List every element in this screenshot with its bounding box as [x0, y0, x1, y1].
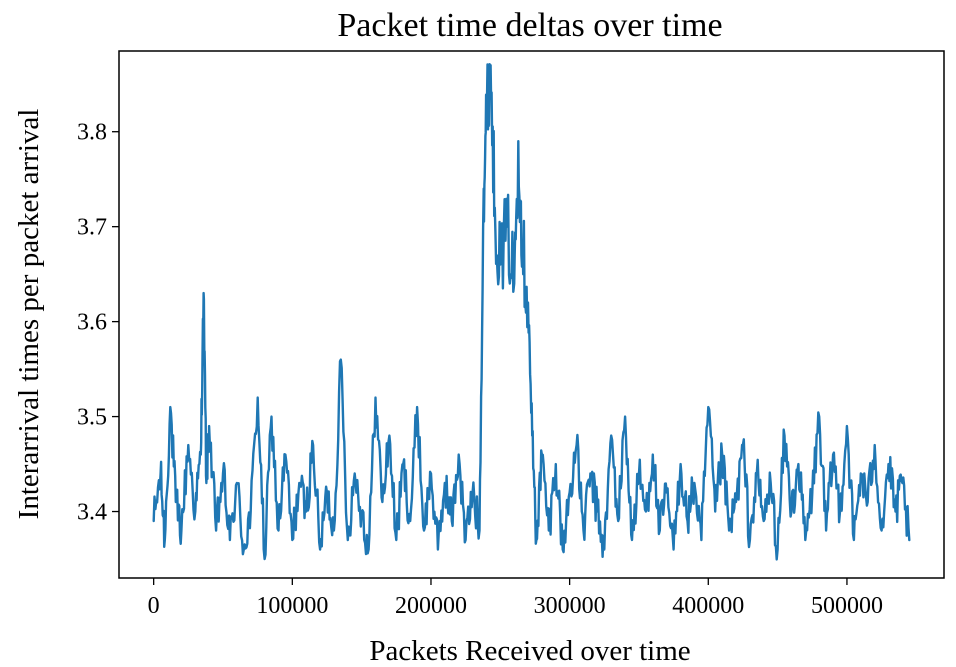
y-axis-label: Interarrival times per packet arrival [13, 109, 45, 520]
y-tick-label: 3.4 [77, 500, 107, 526]
x-tick-label: 0 [148, 593, 160, 619]
y-tick-label: 3.6 [77, 310, 107, 336]
series-line-interarrival [152, 62, 911, 561]
x-tick-label: 200000 [395, 593, 467, 619]
x-tick-label: 400000 [672, 593, 744, 619]
chart-title: Packet time deltas over time [337, 7, 722, 44]
x-tick-label: 100000 [256, 593, 328, 619]
x-axis: 0 100000 200000 300000 400000 500000 [148, 578, 883, 619]
y-tick-label: 3.7 [77, 215, 107, 241]
y-tick-label: 3.8 [77, 120, 107, 146]
x-axis-label: Packets Received over time [369, 635, 690, 667]
x-tick-label: 300000 [534, 593, 606, 619]
y-tick-label: 3.5 [77, 405, 107, 431]
axes-frame [118, 50, 945, 579]
x-tick-label: 500000 [811, 593, 883, 619]
y-axis: 3.4 3.5 3.6 3.7 3.8 [77, 120, 119, 526]
plot-area [152, 62, 911, 561]
